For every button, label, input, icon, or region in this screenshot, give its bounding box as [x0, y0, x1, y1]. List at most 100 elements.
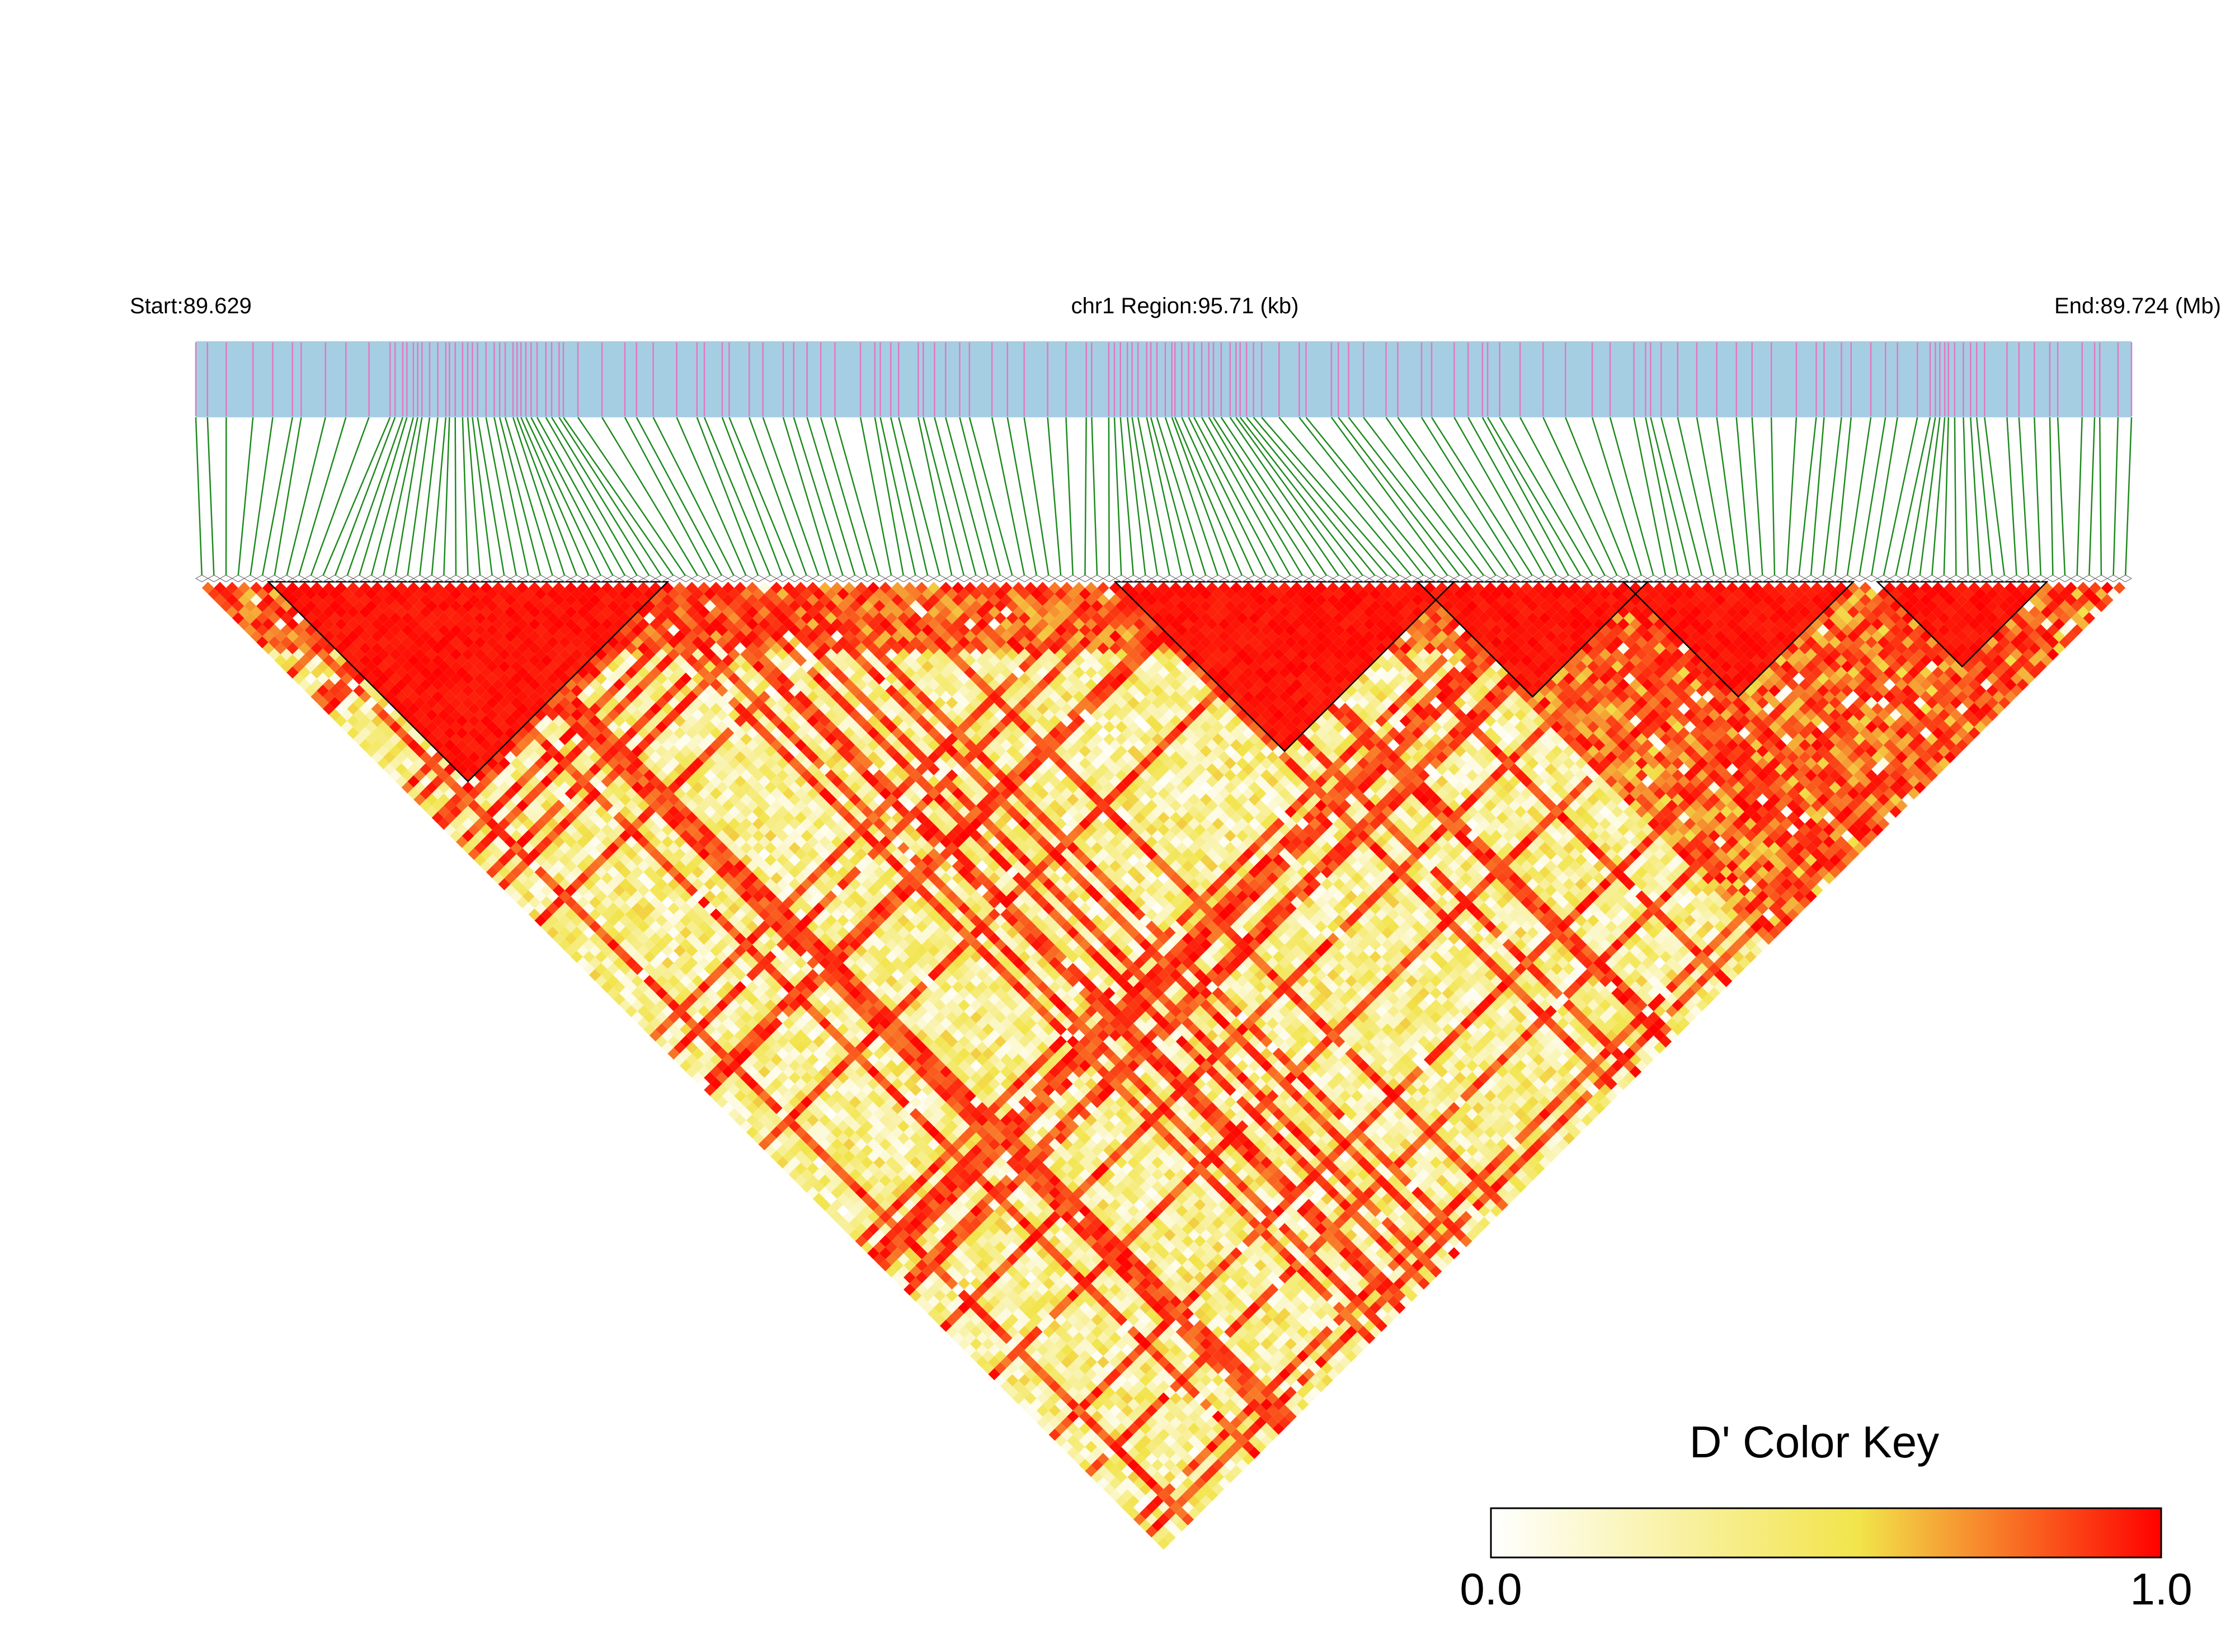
snp-connector: [334, 417, 396, 577]
snp-connector: [1278, 417, 1413, 577]
snp-connector: [285, 417, 326, 577]
snp-connector: [1519, 417, 1606, 577]
snp-connector: [1677, 417, 1715, 577]
snp-connector: [516, 417, 578, 577]
snp-connector: [1696, 417, 1727, 577]
snp-connector: [358, 417, 408, 577]
snp-connector: [370, 417, 415, 577]
snp-connector: [806, 417, 856, 577]
snp-connector: [820, 417, 868, 577]
snp-connector: [1487, 417, 1582, 577]
snp-connector: [749, 417, 808, 577]
snp-connector: [407, 417, 431, 577]
snp-connector: [1565, 417, 1630, 577]
snp-connector: [1735, 417, 1752, 577]
snp-connector: [1220, 417, 1328, 577]
snp-connector: [485, 417, 517, 577]
snp-connector: [1609, 417, 1655, 577]
snp-connector: [382, 417, 418, 577]
snp-tick-marks: [195, 342, 2133, 416]
snp-connector: [1305, 417, 1437, 577]
snp-connector: [834, 417, 881, 577]
snp-connector: [1883, 417, 1918, 577]
snp-connector: [1298, 417, 1424, 577]
snp-connector: [1870, 417, 1898, 577]
snp-connector: [2112, 417, 2119, 577]
snp-connector: [558, 417, 662, 577]
snp-connector: [1235, 417, 1352, 577]
snp-connector: [1660, 417, 1703, 577]
snp-connector: [1201, 417, 1292, 577]
snp-connector: [1229, 417, 1340, 577]
snp-connector: [1213, 417, 1316, 577]
snp-connector: [874, 417, 905, 577]
snp-connector: [1919, 417, 1941, 577]
snp-connector: [1716, 417, 1739, 577]
snp-connector: [467, 417, 481, 577]
snp-connector: [859, 417, 892, 577]
snp-connector: [274, 417, 302, 577]
snp-connector: [782, 417, 832, 577]
snp-connector: [721, 417, 783, 577]
snp-connector: [1193, 417, 1279, 577]
snp-connector: [2076, 417, 2083, 577]
snp-position-track: [196, 341, 2132, 417]
snp-connector: [1348, 417, 1473, 577]
snp-connector: [477, 417, 505, 577]
snp-connector: [2049, 417, 2054, 577]
snp-connector: [1208, 417, 1304, 577]
snp-connector: [1006, 417, 1038, 577]
snp-connector: [1261, 417, 1400, 577]
snp-connector: [601, 417, 699, 577]
snp-connector: [1633, 417, 1667, 577]
snp-connector: [1330, 417, 1449, 577]
snp-connector: [1253, 417, 1389, 577]
snp-connector: [520, 417, 590, 577]
snp-connector: [1164, 417, 1219, 577]
snp-connector: [890, 417, 929, 577]
snp-connector: [2057, 417, 2066, 577]
snp-connector: [1119, 417, 1135, 577]
snp-connector: [696, 417, 759, 577]
snp-connector: [2018, 417, 2030, 577]
snp-connector: [237, 417, 254, 577]
snp-connector: [545, 417, 638, 577]
ld-heatmap-cells: [201, 582, 2126, 1550]
snp-connector: [2098, 417, 2102, 577]
region-start-label: Start:89.629: [130, 294, 252, 318]
snp-connector: [206, 417, 215, 577]
snp-connector: [1591, 417, 1643, 577]
snp-connector: [1645, 417, 1679, 577]
snp-connector: [1786, 417, 1798, 577]
snp-connector: [1499, 417, 1594, 577]
snp-connector: [443, 417, 450, 577]
snp-connector: [917, 417, 953, 577]
snp-connector: [195, 417, 203, 577]
snp-connector: [636, 417, 723, 577]
snp-connector: [1984, 417, 2006, 577]
snp-connector: [1798, 417, 1817, 577]
snp-connector: [1181, 417, 1255, 577]
snp-connector-lines: [195, 417, 2133, 577]
snp-connector: [676, 417, 747, 577]
snp-connector: [1113, 417, 1122, 577]
snp-connector: [898, 417, 941, 577]
snp-connector: [1397, 417, 1509, 577]
snp-connector: [418, 417, 439, 577]
snp-connector: [1858, 417, 1886, 577]
snp-connector: [1453, 417, 1546, 577]
snp-connector: [2006, 417, 2017, 577]
snp-connector: [346, 417, 404, 577]
snp-connector: [322, 417, 391, 577]
snp-connector: [1907, 417, 1936, 577]
snp-connector: [493, 417, 529, 577]
snp-connector: [1650, 417, 1691, 577]
snp-connector: [1338, 417, 1461, 577]
snp-connector: [454, 417, 457, 577]
snp-connector: [1975, 417, 1993, 577]
snp-connector: [1954, 417, 1957, 577]
snp-connector: [1137, 417, 1171, 577]
snp-connector: [1246, 417, 1376, 577]
snp-connector: [250, 417, 274, 577]
snp-connector: [762, 417, 820, 577]
